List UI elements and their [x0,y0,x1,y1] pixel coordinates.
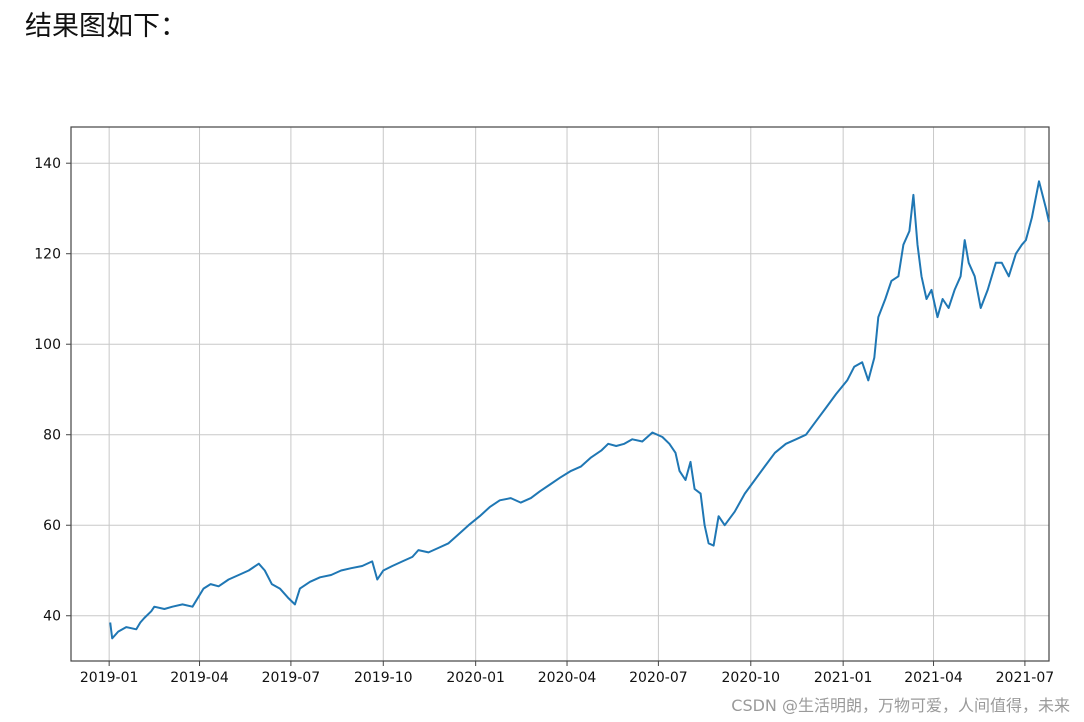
y-tick-label: 40 [43,609,61,625]
y-tick-label: 60 [43,518,61,534]
x-tick-label: 2019-04 [170,670,229,686]
x-tick-label: 2019-07 [262,670,321,686]
tick-layer: 2019-01 2019-04 2019-07 2019-10 2020-01 2020-… [34,156,1054,686]
price-series-line [109,180,1050,640]
x-tick-label: 2021-04 [904,670,963,686]
x-tick-label: 2020-04 [538,670,597,686]
y-tick-label: 120 [34,247,61,263]
x-tick-label: 2020-10 [722,670,781,686]
x-tick-label: 2019-10 [354,670,413,686]
y-tick-label: 80 [43,428,61,444]
x-tick-label: 2021-01 [814,670,873,686]
grid-layer [71,127,1049,661]
y-tick-label: 140 [34,156,61,172]
plot-frame [70,126,1050,662]
page-heading: 结果图如下： [25,11,187,42]
x-tick-label: 2020-01 [446,670,505,686]
x-tick-label: 2021-07 [996,670,1055,686]
x-tick-label: 2020-07 [629,670,688,686]
x-tick-label: 2019-01 [80,670,139,686]
y-tick-label: 100 [34,337,61,353]
watermark: CSDN @生活明朗，万物可爱，人间值得，未来 [731,696,1070,715]
